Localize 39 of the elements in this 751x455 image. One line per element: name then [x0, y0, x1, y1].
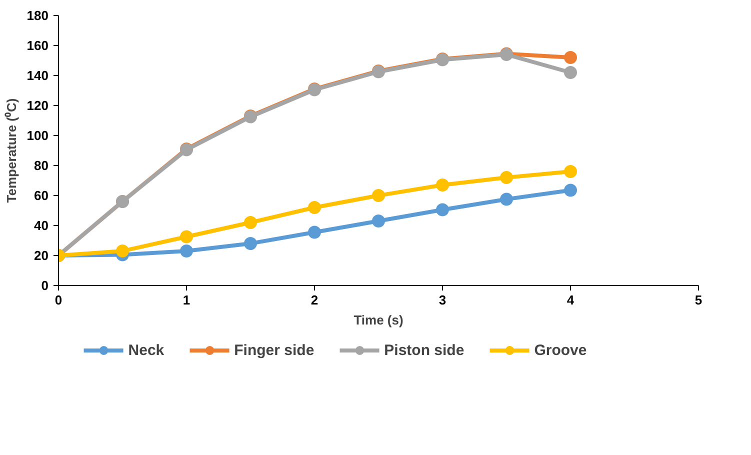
point — [564, 184, 577, 197]
legend-label: Piston side — [384, 342, 464, 358]
y-tick-label: 20 — [34, 248, 49, 263]
x-tick-label: 2 — [310, 292, 318, 308]
point — [244, 237, 257, 250]
point — [372, 189, 385, 202]
x-tick-label: 0 — [54, 292, 62, 308]
point — [500, 171, 513, 184]
x-tick-label: 4 — [566, 292, 575, 308]
y-axis-title: Temperature (⁰C) — [4, 98, 19, 203]
point — [564, 66, 577, 79]
point — [436, 203, 449, 216]
x-tick-label: 1 — [182, 292, 190, 308]
y-tick-label: 60 — [34, 188, 49, 203]
legend-label: Groove — [534, 342, 587, 358]
y-tick-label: 180 — [26, 8, 49, 23]
y-tick-label: 100 — [26, 128, 49, 143]
point — [564, 165, 577, 178]
y-tick-label: 160 — [26, 38, 49, 53]
y-tick-label: 80 — [34, 158, 49, 173]
point — [116, 244, 129, 258]
point — [500, 192, 513, 206]
point — [308, 201, 321, 214]
point — [564, 51, 577, 64]
x-tick-label: 3 — [438, 292, 446, 308]
point — [244, 216, 257, 229]
x-tick-label: 5 — [694, 292, 702, 308]
point — [180, 244, 193, 258]
legend-label: Neck — [128, 342, 164, 358]
point — [372, 214, 385, 228]
point — [436, 178, 449, 192]
legend-label: Finger side — [234, 342, 314, 358]
y-tick-label: 120 — [26, 98, 49, 113]
y-tick-label: 0 — [41, 278, 49, 293]
point — [308, 226, 321, 239]
point — [180, 230, 193, 244]
y-tick-label: 140 — [26, 68, 49, 83]
y-tick-label: 40 — [34, 218, 49, 233]
x-axis-title: Time (s) — [354, 312, 404, 328]
